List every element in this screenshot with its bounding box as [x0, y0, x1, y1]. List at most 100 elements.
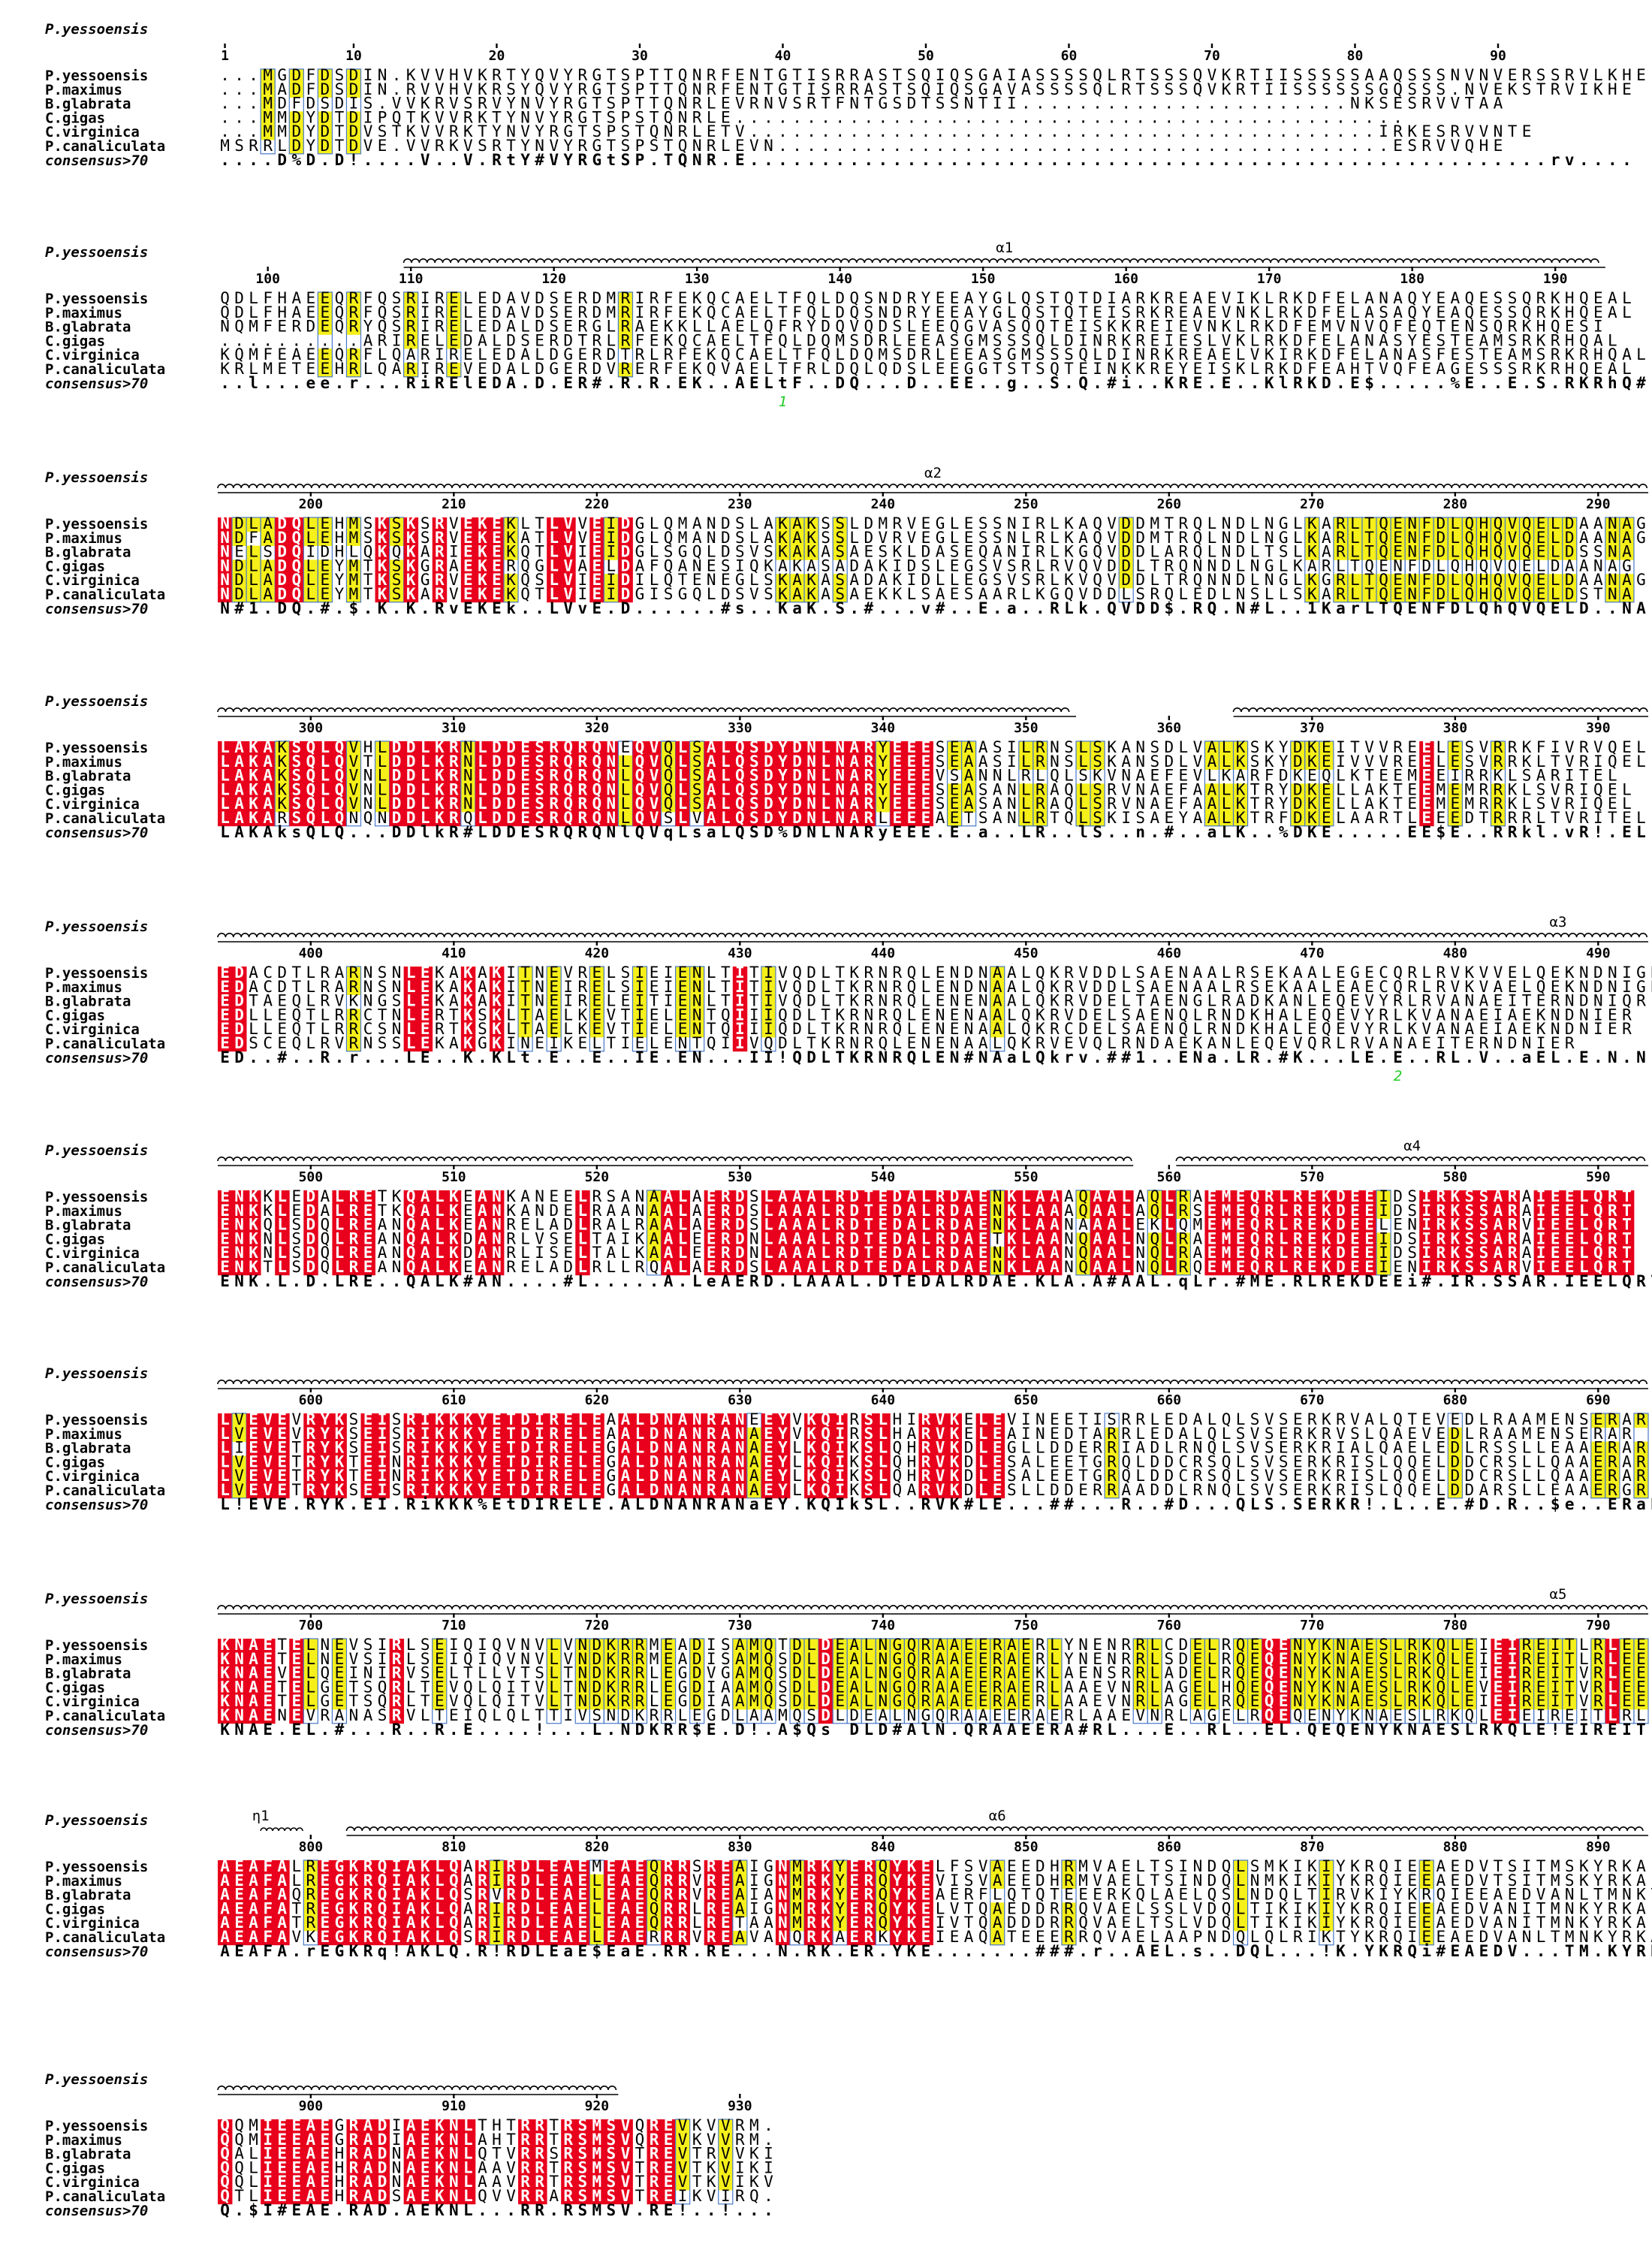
similarity-frame: [317, 68, 333, 155]
consensus-label: consensus>70: [45, 1944, 148, 1960]
position-number: 840: [871, 1839, 896, 1855]
tick-mark: [1311, 716, 1313, 720]
position-number: 220: [585, 496, 610, 512]
position-number: 580: [1443, 1169, 1468, 1185]
tick-mark: [1025, 716, 1027, 720]
tick-mark: [882, 1165, 885, 1169]
similarity-cell: [446, 363, 462, 378]
alignment-block: P.yessoensis α2 200 210 220 230 240 250 260 270 28…: [45, 465, 1652, 617]
tick-mark: [409, 267, 412, 271]
helix-coil: [217, 707, 1070, 713]
tick-mark: [1268, 267, 1271, 271]
alignment-block: P.yessoensis α3 400 410 420 430 440 450 460 470 48…: [45, 914, 1652, 1084]
position-number: 490: [1586, 946, 1611, 961]
tick-mark: [882, 492, 885, 496]
sequence-name: P.maximus: [45, 82, 122, 98]
position-number: 620: [585, 1392, 610, 1408]
similarity-cell: [346, 111, 361, 126]
sequence-name: P.yessoensis: [45, 68, 148, 84]
position-number: 740: [871, 1618, 896, 1633]
similarity-frame: [345, 291, 362, 378]
similarity-cell: [261, 125, 276, 140]
tick-mark: [1168, 1835, 1171, 1839]
similarity-frame: [317, 291, 333, 378]
position-number: 890: [1586, 1839, 1611, 1855]
identity-cell: [218, 517, 233, 532]
turn-coil: [260, 1827, 303, 1832]
helix-coil: [217, 484, 1647, 489]
sequence-name: P.yessoensis: [45, 291, 148, 307]
similarity-cell: [289, 83, 304, 98]
position-number: 430: [728, 946, 752, 961]
position-number: 450: [1014, 946, 1039, 961]
tick-mark: [453, 2094, 455, 2098]
consensus-label: consensus>70: [45, 2203, 148, 2219]
tick-mark: [1454, 716, 1457, 720]
position-number: 70: [1204, 48, 1220, 64]
similarity-frame: [617, 291, 634, 378]
reference-label: P.yessoensis: [45, 244, 148, 261]
tick-mark: [1454, 1835, 1457, 1839]
consensus-label: consensus>70: [45, 825, 148, 841]
position-number: 330: [728, 720, 752, 736]
sequence-name: P.canaliculata: [45, 138, 165, 155]
tick-mark: [1354, 44, 1356, 48]
tick-mark: [224, 44, 226, 48]
position-number: 160: [1114, 271, 1138, 287]
similarity-cell: [289, 111, 304, 126]
position-number: 410: [442, 946, 466, 961]
consensus-label: consensus>70: [45, 1497, 148, 1513]
similarity-cell: [261, 97, 276, 112]
similarity-cell: [403, 306, 419, 321]
helix-coil: [1232, 707, 1648, 713]
reference-label: P.yessoensis: [45, 1142, 148, 1159]
position-number: 250: [1014, 496, 1039, 512]
similarity-cell: [346, 363, 361, 378]
site-marker: 2: [1394, 1068, 1402, 1084]
consensus-label: consensus>70: [45, 376, 148, 392]
tick-mark: [739, 941, 741, 946]
position-number: 730: [728, 1618, 752, 1633]
similarity-cell: [618, 334, 633, 349]
consensus-sequence: K N A E. E L. #... R.. R. E....!... L. N D K R R $ E. D!. A…: [220, 1721, 1652, 1739]
tick-mark: [453, 716, 455, 720]
tick-mark: [309, 1388, 312, 1392]
tick-mark: [1025, 1165, 1027, 1169]
tick-mark: [782, 44, 784, 48]
consensus-label: consensus>70: [45, 1722, 148, 1739]
similarity-cell: [618, 320, 633, 335]
tick-mark: [882, 1388, 885, 1392]
tick-mark: [1168, 1388, 1171, 1392]
similarity-cell: [289, 140, 304, 155]
tick-mark: [595, 1388, 598, 1392]
tick-mark: [595, 716, 598, 720]
tick-mark: [1025, 1388, 1027, 1392]
similarity-cell: [346, 69, 361, 84]
position-number: 30: [632, 48, 648, 64]
tick-mark: [453, 1613, 455, 1618]
reference-label: P.yessoensis: [45, 21, 148, 38]
position-number: 810: [442, 1839, 466, 1855]
position-number: 140: [828, 271, 852, 287]
similarity-cell: [346, 292, 361, 307]
position-number: 10: [345, 48, 362, 64]
structure-label: α6: [989, 1808, 1006, 1824]
tick-mark: [1125, 267, 1127, 271]
tick-mark: [553, 267, 555, 271]
sequence-name: C.virginica: [45, 347, 140, 363]
similarity-cell: [246, 517, 261, 532]
tick-mark: [309, 716, 312, 720]
tick-mark: [1025, 941, 1027, 946]
position-number: 630: [728, 1392, 752, 1408]
position-number: 460: [1157, 946, 1182, 961]
tick-mark: [1311, 492, 1313, 496]
position-number: 1: [221, 48, 229, 64]
tick-mark: [1168, 716, 1171, 720]
